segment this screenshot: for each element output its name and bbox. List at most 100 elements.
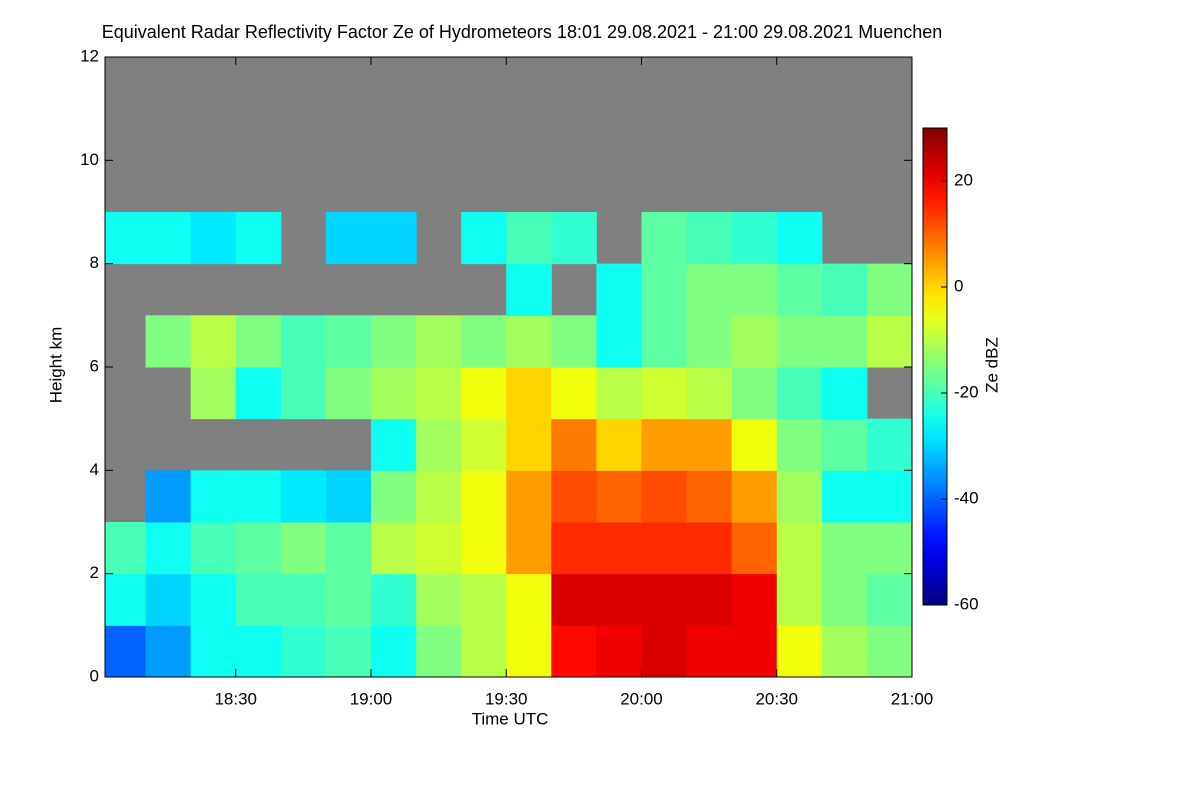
heatmap-cell <box>596 522 642 575</box>
heatmap-cell <box>461 625 507 678</box>
heatmap-cell <box>776 367 823 420</box>
heatmap-cell <box>731 522 778 575</box>
heatmap-cell <box>776 470 823 523</box>
heatmap-cell <box>776 418 823 471</box>
heatmap-cell <box>235 212 282 265</box>
colorbar-tick-label: -20 <box>954 382 979 401</box>
heatmap-cell <box>325 573 372 626</box>
heatmap-cell <box>461 470 507 523</box>
heatmap-cell <box>190 315 237 368</box>
heatmap-cell <box>506 418 552 471</box>
heatmap-cell <box>370 625 417 678</box>
heatmap-cell <box>416 470 462 523</box>
colorbar-tick-label: 0 <box>954 276 963 295</box>
heatmap-cell <box>596 470 642 523</box>
heatmap-cell <box>641 625 688 678</box>
chart-title: Equivalent Radar Reflectivity Factor Ze … <box>102 22 943 42</box>
heatmap-cell <box>325 470 372 523</box>
heatmap-cell <box>641 573 688 626</box>
heatmap-cell <box>461 522 507 575</box>
heatmap-cell <box>325 522 372 575</box>
x-tick-label: 18:30 <box>214 689 257 708</box>
heatmap-cell <box>370 212 417 265</box>
heatmap-cell <box>641 212 688 265</box>
y-tick-label: 6 <box>90 356 99 375</box>
colorbar <box>922 127 948 606</box>
y-tick-label: 8 <box>90 253 99 272</box>
heatmap-cell <box>145 625 192 678</box>
heatmap-cell <box>821 263 868 316</box>
heatmap-cell <box>776 573 823 626</box>
y-tick-label: 10 <box>80 150 99 169</box>
heatmap-cell <box>461 367 507 420</box>
heatmap-cell <box>686 367 733 420</box>
heatmap-cell <box>731 470 778 523</box>
heatmap-cell <box>866 573 913 626</box>
heatmap-cell <box>866 625 913 678</box>
heatmap-cell <box>776 212 823 265</box>
heatmap-cell <box>686 573 733 626</box>
heatmap-cell <box>105 625 147 678</box>
heatmap-cell <box>641 263 688 316</box>
heatmap-cell <box>370 315 417 368</box>
heatmap-cell <box>686 470 733 523</box>
heatmap-cell <box>776 315 823 368</box>
heatmap-cell <box>145 212 192 265</box>
heatmap-cell <box>370 470 417 523</box>
heatmap-cell <box>776 625 823 678</box>
heatmap-cell <box>731 573 778 626</box>
y-axis-label: Height km <box>46 327 65 404</box>
heatmap-cell <box>145 573 192 626</box>
heatmap-cell <box>641 470 688 523</box>
x-tick-label: 20:00 <box>620 689 663 708</box>
heatmap-cell <box>596 625 642 678</box>
heatmap-cell <box>105 573 147 626</box>
x-tick-label: 19:00 <box>350 689 393 708</box>
heatmap-cell <box>731 315 778 368</box>
heatmap-cell <box>686 418 733 471</box>
heatmap-cell <box>190 212 237 265</box>
heatmap-cell <box>370 367 417 420</box>
heatmap-cell <box>686 263 733 316</box>
heatmap-cell <box>821 315 868 368</box>
heatmap-cell <box>461 573 507 626</box>
heatmap-cell <box>370 418 417 471</box>
heatmap-cell <box>776 263 823 316</box>
y-tick-label: 2 <box>90 563 99 582</box>
heatmap-cell <box>105 522 147 575</box>
heatmap-cell <box>686 212 733 265</box>
heatmap-cell <box>235 315 282 368</box>
heatmap-cell <box>190 625 237 678</box>
heatmap-cell <box>821 367 868 420</box>
heatmap-cell <box>461 418 507 471</box>
heatmap-cell <box>596 367 642 420</box>
heatmap-cell <box>731 367 778 420</box>
colorbar-label: Ze dBZ <box>982 337 1001 393</box>
heatmap-cell <box>551 315 597 368</box>
heatmap-cell <box>416 625 462 678</box>
heatmap-cell <box>821 522 868 575</box>
heatmap-cell <box>280 573 327 626</box>
heatmap-cell <box>506 315 552 368</box>
heatmap-cell <box>866 315 913 368</box>
heatmap-cell <box>686 315 733 368</box>
heatmap-cell <box>416 367 462 420</box>
heatmap-cell <box>235 470 282 523</box>
heatmap-cell <box>325 625 372 678</box>
x-tick-label: 19:30 <box>485 689 528 708</box>
heatmap-cell <box>551 522 597 575</box>
x-axis-label: Time UTC <box>472 709 549 728</box>
heatmap-cell <box>596 573 642 626</box>
heatmap-cell <box>280 625 327 678</box>
heatmap-cell <box>641 315 688 368</box>
heatmap-cell <box>821 470 868 523</box>
heatmap-cell <box>461 315 507 368</box>
heatmap-cell <box>596 418 642 471</box>
heatmap-cell <box>416 573 462 626</box>
heatmap-cell <box>145 315 192 368</box>
heatmap-cell <box>235 625 282 678</box>
heatmap-cell <box>325 315 372 368</box>
heatmap-cell <box>551 470 597 523</box>
heatmap-cell <box>190 367 237 420</box>
